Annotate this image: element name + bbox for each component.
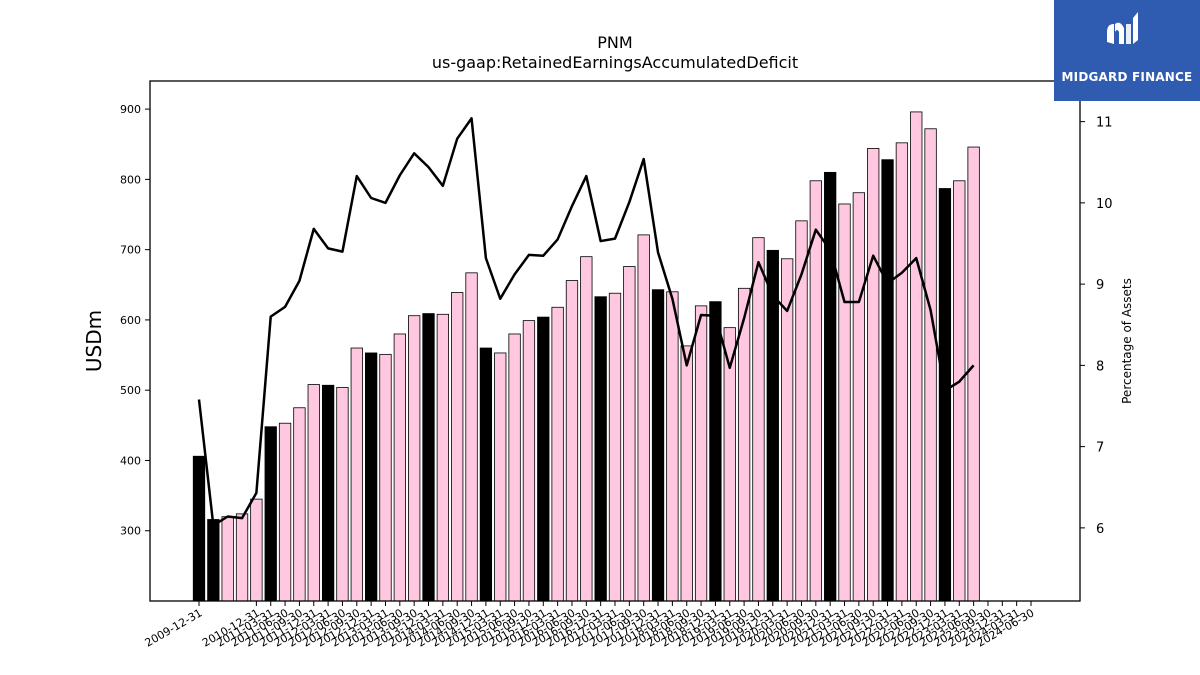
bar <box>551 306 564 602</box>
bar <box>436 313 449 602</box>
chart-subtitle: us-gaap:RetainedEarningsAccumulatedDefic… <box>432 53 798 72</box>
bar <box>350 347 363 602</box>
y-axis-label-left: USDm <box>82 310 106 372</box>
bar <box>522 320 536 602</box>
x-axis: 2009-12-312010-12-312011-03-312011-06-30… <box>143 601 1037 650</box>
bar <box>795 220 808 602</box>
bar <box>752 237 765 602</box>
bar <box>766 249 779 602</box>
bar <box>924 128 937 602</box>
percentage-line-series <box>197 117 975 527</box>
bar <box>364 352 378 602</box>
brand-name: MIDGARD FINANCE <box>1061 70 1193 84</box>
bar <box>422 313 435 602</box>
bar <box>393 333 406 602</box>
bar <box>637 234 650 602</box>
bar <box>953 180 966 602</box>
bar <box>867 148 880 602</box>
bar <box>235 513 249 602</box>
bar <box>895 142 909 602</box>
bar <box>293 407 306 602</box>
bar <box>250 498 263 602</box>
y2-tick-label: 10 <box>1096 197 1113 212</box>
bar <box>321 384 335 602</box>
bar <box>192 455 206 602</box>
y2-tick-label: 6 <box>1096 522 1104 537</box>
y2-tick-label: 11 <box>1096 116 1113 131</box>
y2-tick-label: 9 <box>1096 278 1104 293</box>
bar <box>838 203 851 602</box>
bar <box>278 422 292 602</box>
y-tick-label: 300 <box>120 525 141 538</box>
bar <box>623 266 636 602</box>
y-tick-label: 800 <box>120 173 141 186</box>
bar <box>881 159 894 602</box>
bar <box>709 301 722 602</box>
bar <box>408 315 421 602</box>
bar <box>307 384 320 602</box>
bar <box>910 111 923 602</box>
chart-title: PNM <box>597 33 632 52</box>
bar <box>651 289 665 602</box>
bar <box>336 386 349 602</box>
bar <box>479 347 493 602</box>
bar <box>666 291 679 602</box>
y-tick-label: 600 <box>120 314 141 327</box>
bar <box>608 292 622 602</box>
y-axis-label-right: Percentage of Assets <box>1120 278 1134 404</box>
y-axis-left: 300 400 500 600 700 800 900 <box>120 103 150 538</box>
y2-tick-label: 7 <box>1096 441 1104 456</box>
y2-tick-label: 8 <box>1096 359 1104 374</box>
bar <box>967 146 980 602</box>
bar <box>221 516 234 602</box>
bar <box>594 296 607 602</box>
bar <box>264 426 277 602</box>
y-tick-label: 700 <box>120 244 141 257</box>
bar <box>938 188 952 602</box>
y-tick-label: 400 <box>120 454 141 467</box>
bar <box>580 256 593 602</box>
brand-logo: MIDGARD FINANCE <box>1054 0 1200 101</box>
bar <box>824 171 837 602</box>
bar <box>680 345 693 602</box>
bar <box>451 292 464 602</box>
bar-series <box>192 111 980 602</box>
y-axis-right: 6 7 8 9 10 11 <box>1080 116 1113 537</box>
y-tick-label: 500 <box>120 384 141 397</box>
bar <box>508 333 521 602</box>
x-tick-label: 2009-12-31 <box>143 606 205 649</box>
midgard-logo-icon <box>1107 12 1138 44</box>
bar <box>494 352 507 602</box>
percentage-line <box>197 117 975 527</box>
y-tick-label: 900 <box>120 103 141 116</box>
bar <box>207 519 220 602</box>
bar <box>694 305 708 602</box>
bar <box>537 316 550 602</box>
bar <box>379 353 392 602</box>
bar <box>465 272 478 602</box>
bar <box>565 280 579 602</box>
bar <box>852 192 865 602</box>
